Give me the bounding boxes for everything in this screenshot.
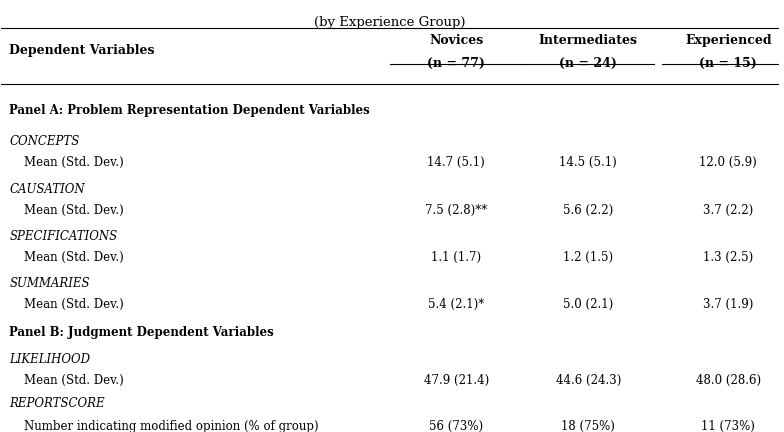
Text: 5.0 (2.1): 5.0 (2.1) <box>563 298 613 311</box>
Text: 1.2 (1.5): 1.2 (1.5) <box>563 251 613 264</box>
Text: Mean (Std. Dev.): Mean (Std. Dev.) <box>9 156 124 169</box>
Text: 1.1 (1.7): 1.1 (1.7) <box>431 251 481 264</box>
Text: 5.6 (2.2): 5.6 (2.2) <box>563 204 613 217</box>
Text: 5.4 (2.1)*: 5.4 (2.1)* <box>428 298 485 311</box>
Text: Mean (Std. Dev.): Mean (Std. Dev.) <box>9 298 124 311</box>
Text: (n = 15): (n = 15) <box>699 57 757 70</box>
Text: CAUSATION: CAUSATION <box>9 183 85 196</box>
Text: Intermediates: Intermediates <box>539 34 638 47</box>
Text: 56 (73%): 56 (73%) <box>429 420 483 432</box>
Text: (by Experience Group): (by Experience Group) <box>314 16 466 29</box>
Text: CONCEPTS: CONCEPTS <box>9 136 79 149</box>
Text: 12.0 (5.9): 12.0 (5.9) <box>699 156 757 169</box>
Text: 3.7 (1.9): 3.7 (1.9) <box>703 298 753 311</box>
Text: REPORTSCORE: REPORTSCORE <box>9 397 105 410</box>
Text: Mean (Std. Dev.): Mean (Std. Dev.) <box>9 251 124 264</box>
Text: Number indicating modified opinion (% of group): Number indicating modified opinion (% of… <box>9 420 319 432</box>
Text: 3.7 (2.2): 3.7 (2.2) <box>703 204 753 217</box>
Text: (n = 77): (n = 77) <box>427 57 485 70</box>
Text: 14.5 (5.1): 14.5 (5.1) <box>560 156 617 169</box>
Text: Panel B: Judgment Dependent Variables: Panel B: Judgment Dependent Variables <box>9 326 274 339</box>
Text: Mean (Std. Dev.): Mean (Std. Dev.) <box>9 204 124 217</box>
Text: LIKELIHOOD: LIKELIHOOD <box>9 353 90 365</box>
Text: Panel A: Problem Representation Dependent Variables: Panel A: Problem Representation Dependen… <box>9 104 370 117</box>
Text: 1.3 (2.5): 1.3 (2.5) <box>703 251 753 264</box>
Text: Experienced: Experienced <box>685 34 771 47</box>
Text: Dependent Variables: Dependent Variables <box>9 44 154 57</box>
Text: 14.7 (5.1): 14.7 (5.1) <box>427 156 485 169</box>
Text: 44.6 (24.3): 44.6 (24.3) <box>556 374 621 387</box>
Text: Novices: Novices <box>429 34 483 47</box>
Text: Mean (Std. Dev.): Mean (Std. Dev.) <box>9 374 124 387</box>
Text: 47.9 (21.4): 47.9 (21.4) <box>423 374 488 387</box>
Text: 18 (75%): 18 (75%) <box>561 420 615 432</box>
Text: (n = 24): (n = 24) <box>560 57 617 70</box>
Text: 11 (73%): 11 (73%) <box>702 420 755 432</box>
Text: 7.5 (2.8)**: 7.5 (2.8)** <box>425 204 488 217</box>
Text: SUMMARIES: SUMMARIES <box>9 277 89 290</box>
Text: SPECIFICATIONS: SPECIFICATIONS <box>9 230 118 243</box>
Text: 48.0 (28.6): 48.0 (28.6) <box>695 374 760 387</box>
